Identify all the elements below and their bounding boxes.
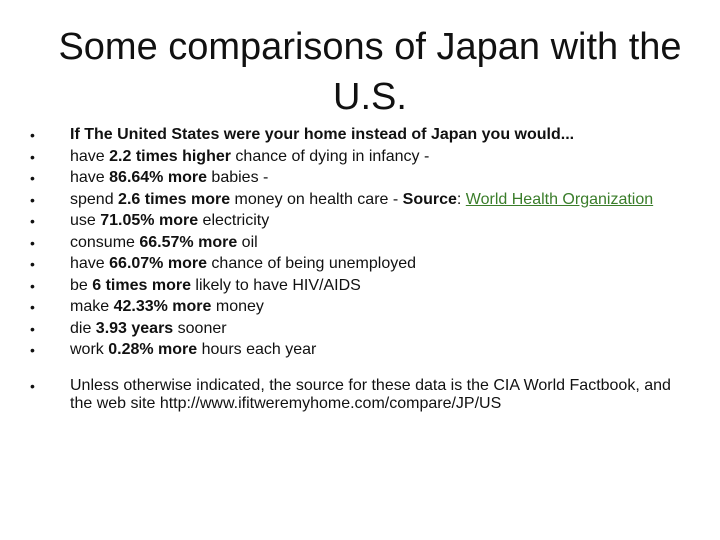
bullet-dot-icon: • (30, 234, 35, 251)
bullet-text: sooner (173, 319, 227, 337)
bullet-item: • work 0.28% more hours each year (28, 341, 688, 359)
bullet-item: • use 71.05% more electricity (28, 212, 688, 230)
bullet-dot-icon: • (30, 191, 35, 208)
bullet-emphasis: 0.28% more (108, 341, 198, 358)
bullet-emphasis: 2.2 times higher (109, 147, 231, 165)
bullet-text: babies - (206, 169, 269, 186)
bullet-text: consume (70, 233, 140, 251)
bullet-dot-icon: • (30, 213, 35, 229)
bullet-text: chance of dying in infancy - (230, 147, 430, 165)
bullet-emphasis: 6 times more (92, 276, 191, 294)
bullet-item: • Unless otherwise indicated, the source … (28, 377, 688, 413)
bullet-emphasis: 71.05% more (100, 212, 199, 229)
bullet-text: money on health care - (230, 190, 403, 208)
bullet-dot-icon: • (30, 127, 35, 143)
slide-title: Some comparisons of Japan with the U.S. (58, 26, 682, 118)
bullet-item: • have 66.07% more chance of being unempl… (28, 255, 688, 273)
bullet-list: • If The United States were your home ins… (28, 126, 688, 417)
bullet-item: • If The United States were your home ins… (28, 126, 688, 144)
bullet-emphasis: 42.33% more (113, 298, 212, 315)
bullet-dot-icon: • (30, 170, 35, 186)
bullet-text: be (70, 276, 93, 294)
bullet-text: money (211, 298, 264, 315)
bullet-item: • have 2.2 times higher chance of dying i… (28, 148, 688, 166)
bullet-dot-icon: • (30, 299, 35, 315)
bullet-dot-icon: • (30, 277, 35, 294)
bullet-text: spend (70, 190, 119, 208)
bullet-item: • die 3.93 years sooner (28, 320, 688, 338)
bullet-dot-icon: • (30, 320, 35, 337)
source-link[interactable]: World Health Organization (465, 190, 654, 208)
bullet-text: have (70, 255, 110, 272)
bullet-dot-icon: • (30, 148, 35, 165)
bullet-text: work (70, 341, 109, 358)
bullet-text: oil (237, 233, 258, 251)
bullet-emphasis: If The United States were your home inst… (70, 126, 575, 143)
bullet-item: • spend 2.6 times more money on health ca… (28, 191, 688, 209)
bullet-text: electricity (198, 212, 270, 229)
bullet-text: have (70, 147, 110, 165)
bullet-text: have (70, 169, 110, 186)
bullet-emphasis: 66.07% more (109, 255, 207, 272)
bullet-emphasis: Source (402, 190, 457, 208)
bullet-text: make (70, 298, 114, 315)
bullet-dot-icon: • (30, 342, 35, 358)
bullet-text: chance of being unemployed (206, 255, 417, 272)
bullet-text: likely to have HIV/AIDS (190, 276, 361, 294)
bullet-item: • have 86.64% more babies - (28, 169, 688, 187)
bullet-dot-icon: • (30, 378, 35, 394)
bullet-emphasis: 2.6 times more (118, 190, 231, 208)
bullet-item: • make 42.33% more money (28, 298, 688, 316)
bullet-item: • consume 66.57% more oil (28, 234, 688, 252)
bullet-text: : (456, 190, 466, 208)
bullet-text: die (70, 319, 96, 337)
bullet-emphasis: 66.57% more (139, 233, 238, 251)
bullet-text: use (70, 212, 101, 229)
bullet-text: Unless otherwise indicated, the source f… (70, 377, 671, 412)
bullet-emphasis: 3.93 years (95, 319, 174, 337)
bullet-emphasis: 86.64% more (109, 169, 207, 186)
bullet-dot-icon: • (30, 256, 35, 272)
bullet-item: • be 6 times more likely to have HIV/AIDS (28, 277, 688, 295)
bullet-text: hours each year (197, 341, 317, 358)
